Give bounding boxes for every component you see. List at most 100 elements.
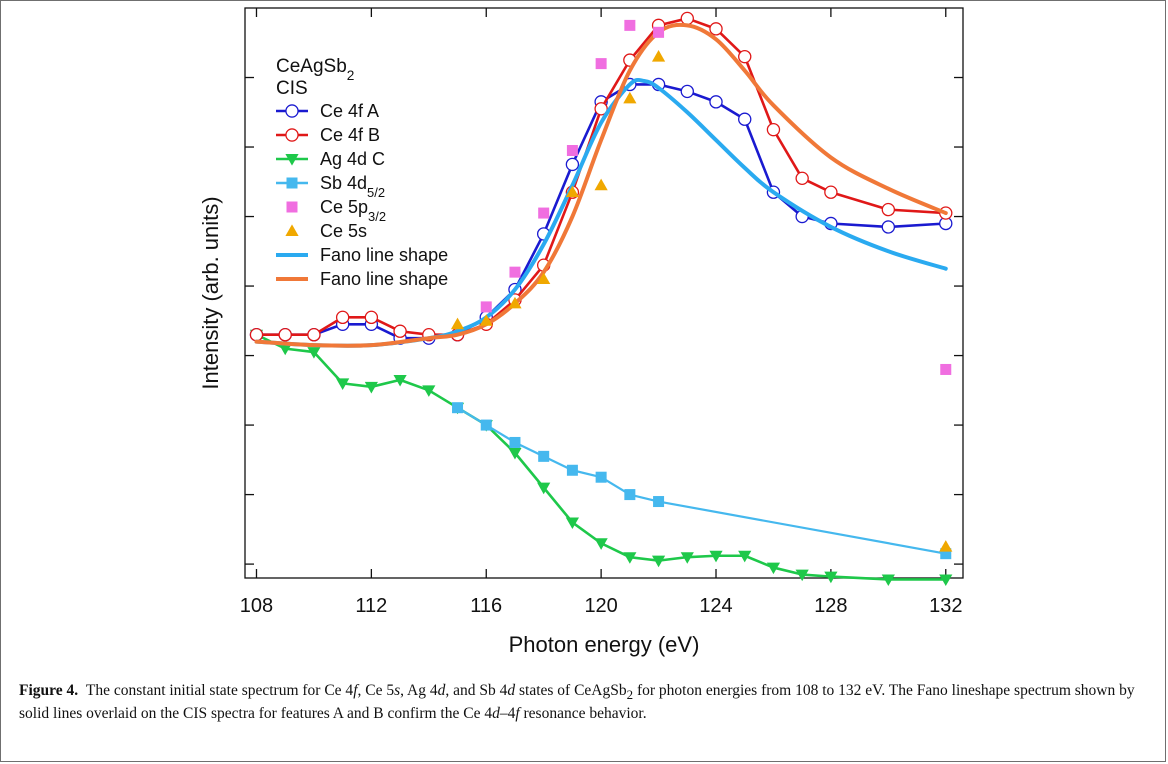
data-point (940, 548, 952, 560)
data-point (795, 569, 809, 582)
caption-run: s (394, 682, 401, 699)
text-run: 5/2 (367, 185, 385, 200)
data-point (566, 145, 578, 156)
data-point (766, 122, 781, 137)
data-point (881, 202, 896, 217)
data-point (594, 178, 608, 191)
series-sb4d (452, 402, 952, 560)
legend-label: Ce 5p3/2 (320, 197, 386, 224)
data-point (537, 482, 551, 495)
data-point (651, 555, 666, 568)
data-point (623, 91, 637, 104)
x-tick-label: 132 (929, 595, 962, 617)
data-point (509, 266, 521, 278)
data-point (278, 328, 292, 342)
caption-run: 2 (626, 687, 634, 703)
data-point (651, 50, 666, 62)
data-point (509, 436, 521, 448)
series-line (456, 406, 946, 555)
data-point (624, 489, 636, 501)
legend-label: Ce 5s (320, 221, 367, 241)
data-point (824, 185, 838, 199)
text-run: Fano line shape (320, 245, 448, 265)
data-point (565, 157, 580, 172)
legend-label: Fano line shape (320, 245, 448, 265)
data-point (364, 310, 379, 325)
legend-item-ce4f_a: Ce 4f A (276, 101, 379, 121)
legend-label: Sb 4d5/2 (320, 173, 385, 200)
data-point (508, 296, 522, 309)
data-point (565, 185, 580, 198)
data-point (709, 22, 723, 36)
data-point (249, 328, 264, 342)
caption-run: , Ag 4 (400, 682, 438, 699)
x-tick-label: 128 (814, 595, 847, 617)
text-run: Fano line shape (320, 269, 448, 289)
data-point (940, 363, 952, 375)
data-point (336, 378, 350, 390)
data-point (738, 112, 752, 126)
data-point (624, 19, 636, 31)
legend-item-sb4d: Sb 4d5/2 (276, 173, 385, 200)
legend-item-ag4d_c: Ag 4d C (276, 149, 385, 169)
series-ce5p (480, 19, 952, 375)
data-point (594, 538, 608, 550)
series-fano_b (254, 22, 948, 348)
data-point (278, 343, 292, 356)
caption-run: resonance behavior. (519, 705, 647, 723)
data-point (709, 550, 723, 563)
data-point (508, 447, 522, 460)
caption-run: The constant initial state spectrum for … (85, 682, 354, 699)
data-point (680, 552, 694, 564)
data-point (738, 49, 752, 64)
text-run: Ce 4f B (320, 125, 380, 145)
caption-run: for photon energies from 108 to 132 eV. … (19, 682, 1135, 723)
text-run: Ce 4f A (320, 101, 379, 121)
x-axis-title: Photon energy (eV) (509, 632, 700, 657)
data-series (249, 11, 953, 586)
legend-marker (286, 177, 298, 189)
legend-marker (285, 104, 299, 118)
legend-item-ce4f_b: Ce 4f B (276, 125, 380, 145)
caption-label: Figure 4. (19, 682, 79, 699)
plot-area (244, 7, 964, 579)
caption-run: , Ce 5 (357, 682, 395, 699)
data-point (680, 84, 694, 99)
data-point (537, 272, 551, 285)
series-ag4d_c (249, 329, 953, 586)
data-point (939, 540, 953, 552)
legend-item-fano_a: Fano line shape (276, 245, 448, 265)
data-point (480, 419, 492, 431)
data-point (479, 314, 493, 326)
plot-title-line: CIS (276, 78, 308, 99)
legend-label: Ag 4d C (320, 149, 385, 169)
data-point (450, 317, 465, 330)
data-point (422, 385, 436, 397)
data-point (364, 381, 378, 394)
figure-caption: Figure 4. The constant initial state spe… (19, 681, 1149, 723)
legend-item-ce5p: Ce 5p3/2 (286, 197, 386, 224)
data-point (680, 11, 694, 26)
x-tick-label: 112 (355, 595, 387, 617)
data-point (393, 374, 407, 387)
caption-run: , and Sb 4 (445, 682, 508, 699)
caption-run: d (437, 682, 446, 699)
data-point (595, 471, 607, 483)
data-point (623, 552, 637, 564)
data-point (653, 26, 665, 38)
legend-item-fano_b: Fano line shape (276, 269, 448, 289)
x-tick-label: 124 (699, 595, 732, 617)
data-point (452, 402, 464, 414)
legend-marker (285, 128, 299, 142)
legend-item-ce5s: Ce 5s (285, 221, 367, 241)
data-point (393, 324, 407, 338)
data-point (766, 562, 781, 575)
data-point (795, 171, 809, 186)
text-run: Ce 5p (320, 197, 368, 217)
data-point (595, 58, 607, 70)
x-tick-label: 108 (240, 595, 273, 617)
caption-run: d (492, 705, 500, 723)
caption-run: d (507, 682, 516, 699)
data-point (881, 574, 895, 586)
